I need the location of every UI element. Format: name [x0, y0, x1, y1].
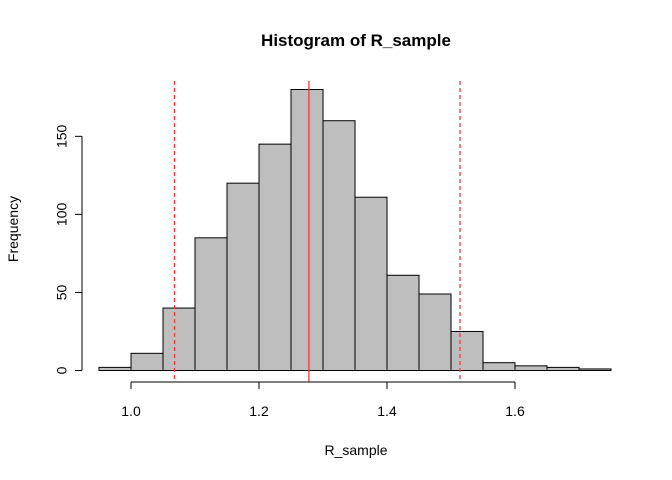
histogram-bar [130, 352, 164, 372]
y-axis-label: Frequency [5, 196, 21, 262]
y-tick-label: 50 [54, 284, 70, 300]
histogram-bar [322, 120, 356, 371]
y-tick-label: 150 [54, 124, 70, 148]
y-tick-label: 100 [54, 202, 70, 226]
x-tick-label: 1.2 [249, 403, 269, 419]
x-axis: 1.0 1.2 1.4 1.6 [121, 381, 525, 419]
histogram-bars [98, 89, 612, 372]
histogram-bar [290, 89, 324, 371]
reference-lines [173, 81, 461, 382]
histogram-bar [226, 182, 260, 371]
y-tick-label: 0 [54, 366, 70, 374]
histogram-bar [418, 293, 452, 371]
x-tick-label: 1.4 [377, 403, 397, 419]
histogram-bar [578, 368, 612, 372]
histogram-bar [450, 330, 484, 372]
histogram-bar [258, 143, 292, 371]
histogram-bar [482, 362, 516, 372]
y-axis: 0 50 100 150 [54, 124, 83, 374]
histogram-bar [546, 366, 580, 371]
histogram-bar [354, 196, 388, 371]
x-tick-label: 1.0 [121, 403, 141, 419]
histogram-bar [98, 366, 132, 371]
x-tick-label: 1.6 [505, 403, 525, 419]
histogram-bar [386, 274, 420, 371]
histogram-bar [514, 365, 548, 372]
histogram-bar [194, 237, 228, 371]
histogram-bar [162, 307, 196, 371]
chart-title: Histogram of R_sample [261, 31, 451, 50]
x-axis-label: R_sample [324, 442, 387, 458]
